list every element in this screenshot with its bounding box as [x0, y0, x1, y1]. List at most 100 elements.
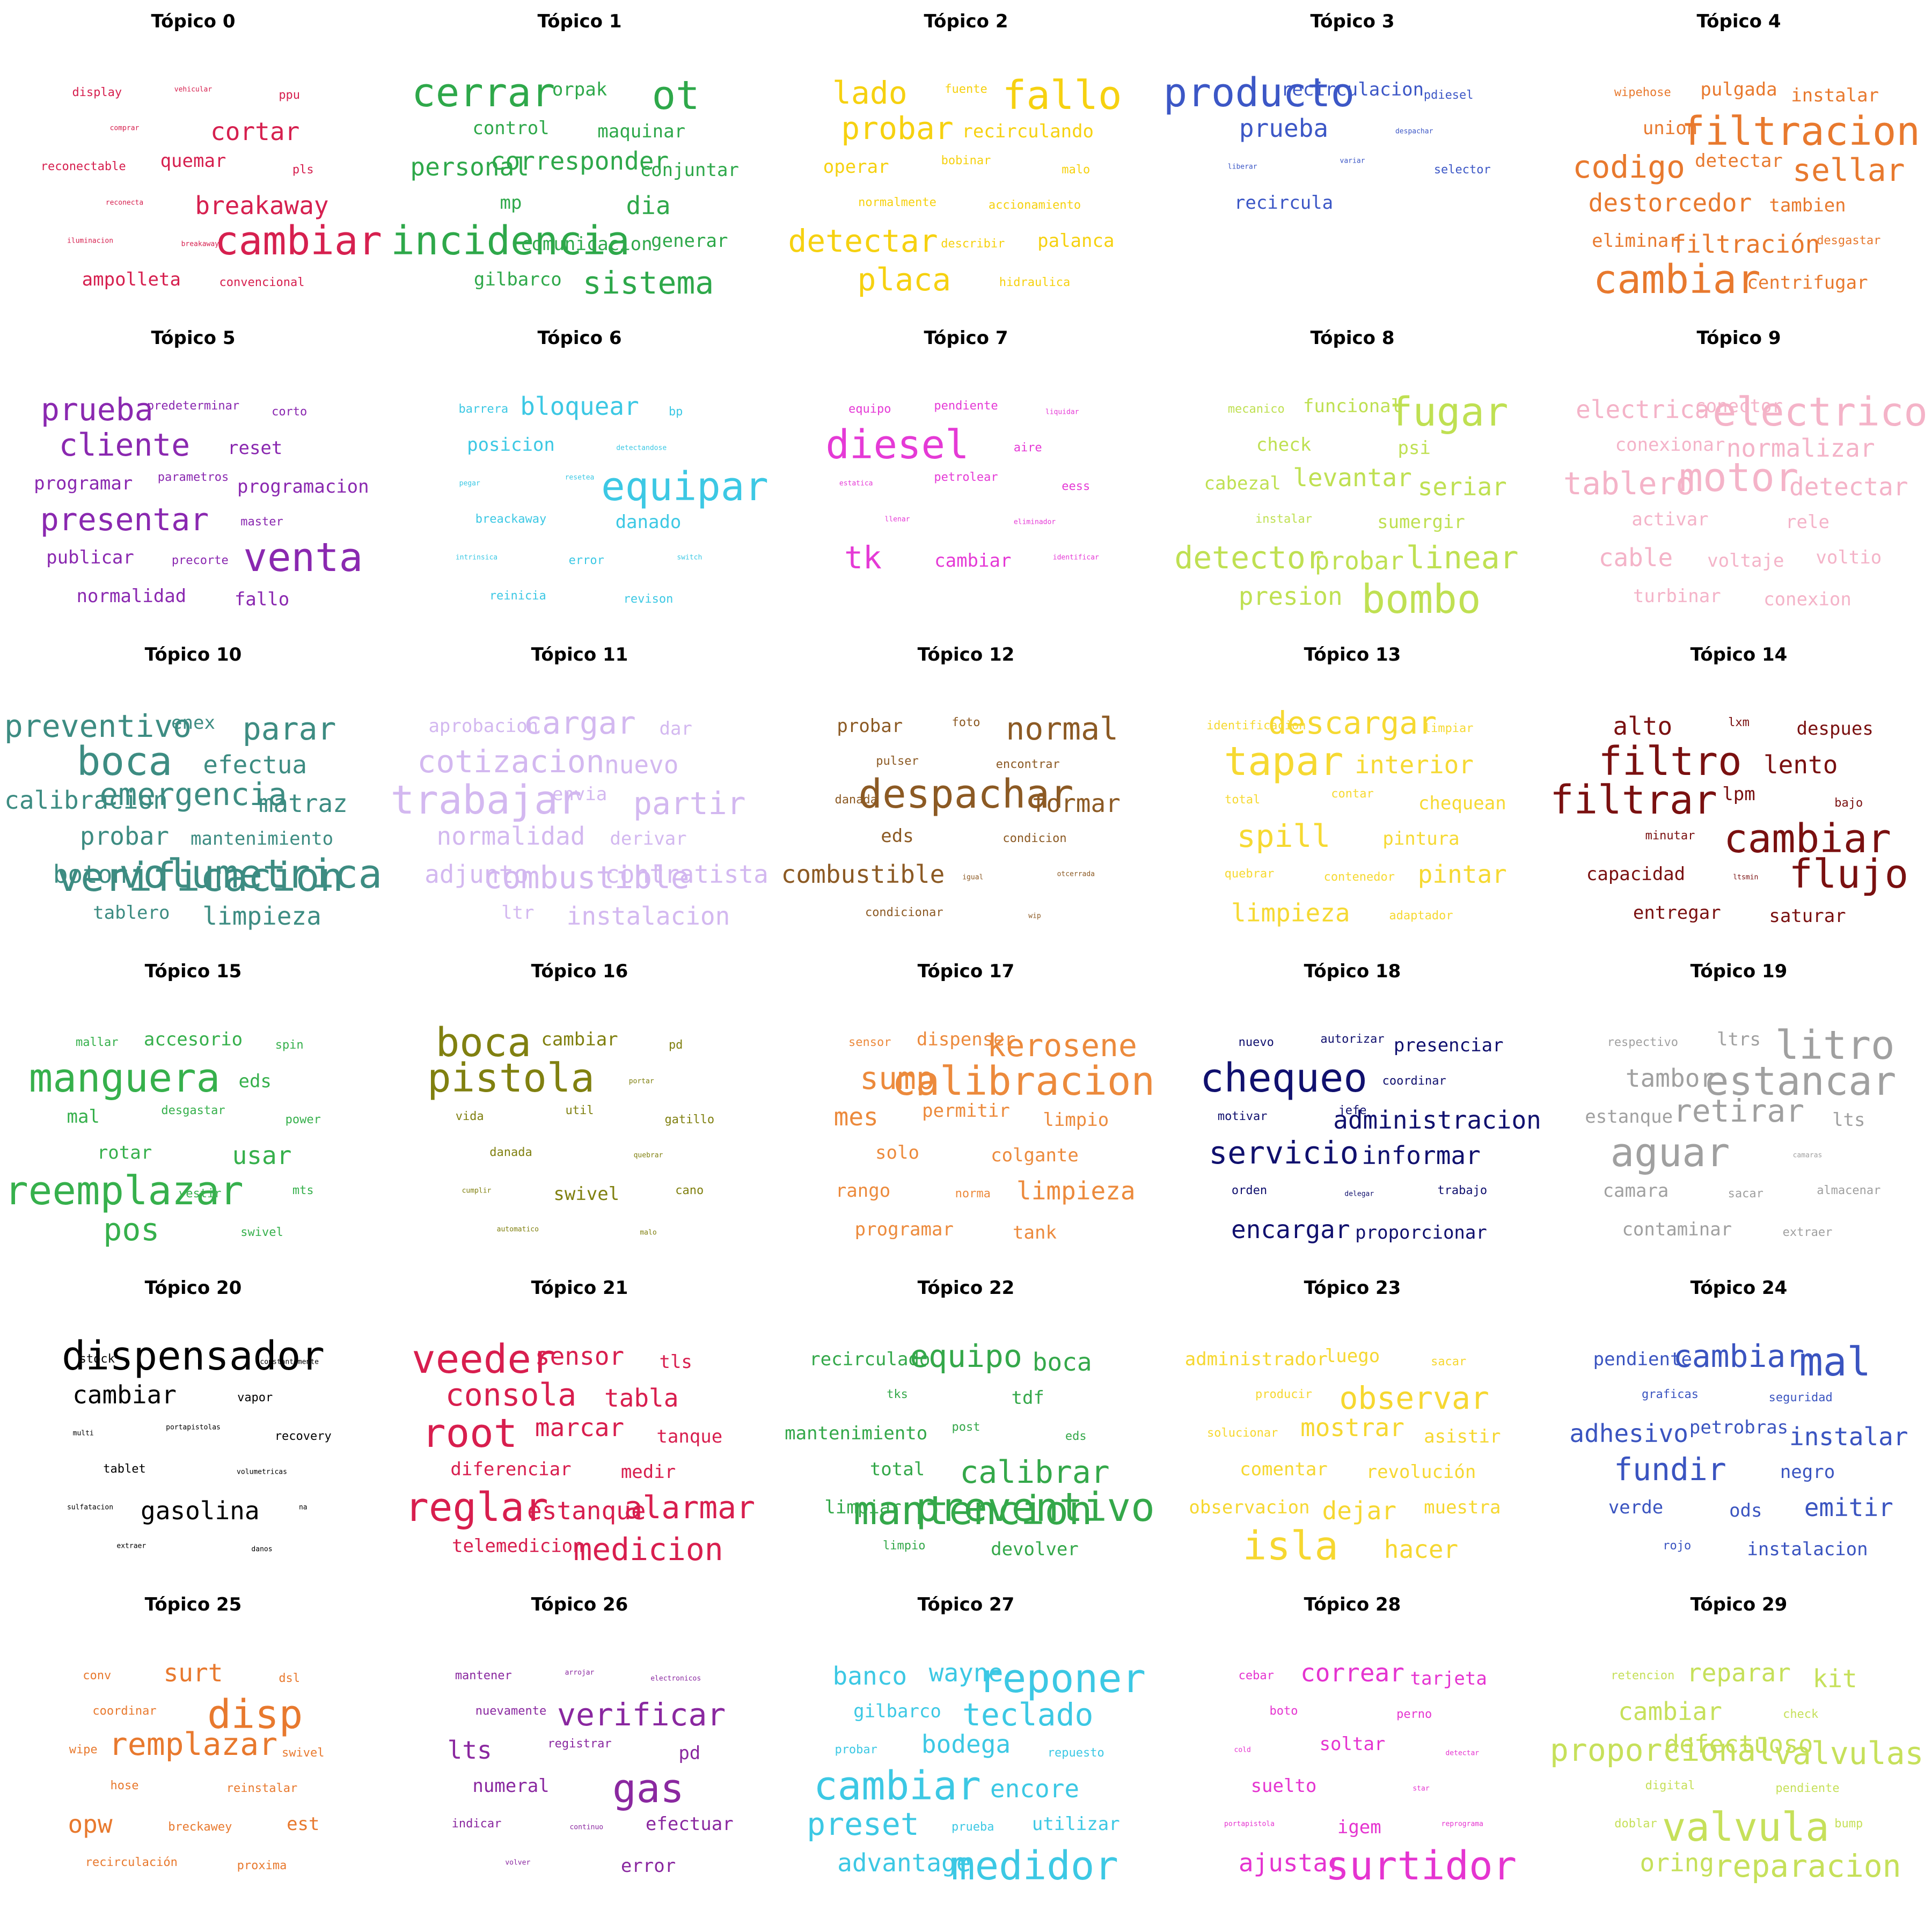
- topic-word: encontrar: [996, 757, 1060, 771]
- topic-word: limpio: [883, 1539, 926, 1553]
- topic-word: tablero: [93, 902, 170, 924]
- topic-word: seguridad: [1768, 1391, 1833, 1404]
- topic-word: almacenar: [1817, 1184, 1881, 1198]
- topic-word: desgastar: [161, 1104, 225, 1118]
- topic-word: predeterminar: [147, 399, 240, 413]
- topic-word: limpiar: [1423, 722, 1474, 736]
- topic-word: revison: [623, 592, 674, 606]
- topic-word: sumergir: [1377, 511, 1465, 533]
- topic-title: Tópico 20: [144, 1277, 242, 1299]
- topic-word: partir: [633, 785, 746, 822]
- topic-title: Tópico 11: [531, 644, 628, 665]
- topic-word: despues: [1796, 718, 1874, 740]
- topic-word: breakaway: [195, 191, 329, 221]
- topic-title: Tópico 12: [917, 644, 1015, 665]
- topic-word: tks: [887, 1388, 908, 1402]
- topic-word: selector: [1433, 163, 1491, 177]
- topic-word: liquidar: [1045, 408, 1079, 416]
- topic-word: efectuar: [645, 1813, 734, 1835]
- topic-word: precorte: [171, 553, 229, 567]
- topic-word: diferenciar: [450, 1458, 572, 1480]
- topic-title: Tópico 28: [1304, 1594, 1401, 1615]
- topic-word: funcional: [1302, 396, 1402, 418]
- topic-word: reinstalar: [226, 1782, 298, 1796]
- topic-title: Tópico 0: [151, 11, 236, 32]
- topic-word: conjuntar: [640, 159, 739, 181]
- topic-word: danado: [615, 511, 682, 533]
- topic-word: instalar: [1789, 1422, 1908, 1451]
- topic-word: normalmente: [858, 195, 936, 209]
- topic-word: servicio: [1209, 1134, 1359, 1171]
- topic-word: soltar: [1319, 1733, 1386, 1755]
- topic-word: conexion: [1763, 588, 1851, 610]
- topic-word: convencional: [219, 275, 305, 289]
- topic-word: vehicular: [174, 85, 213, 94]
- topic-word: pintar: [1417, 860, 1507, 889]
- topic-word: limpio: [1043, 1109, 1109, 1131]
- topic-word: respectivo: [1607, 1035, 1679, 1049]
- topic-word: corto: [272, 405, 308, 419]
- topic-word: cold: [1234, 1746, 1251, 1754]
- topic-word: preventivo: [916, 1484, 1155, 1531]
- topic-word: dia: [626, 191, 671, 221]
- topic-word: bloquear: [520, 392, 639, 421]
- topic-word: sacar: [1728, 1187, 1763, 1201]
- topic-word: limpiar: [824, 1497, 902, 1519]
- topic-word: reponer: [978, 1656, 1146, 1702]
- topic-panel: Tópico 10 preventivo enex parar boca efectua c…: [0, 633, 386, 950]
- topic-word: gasolina: [141, 1496, 260, 1525]
- topic-word: estatica: [839, 479, 873, 488]
- topic-word: preventivo: [4, 707, 192, 744]
- topic-word: prueba: [41, 391, 153, 428]
- topic-word: linear: [1406, 539, 1519, 576]
- topic-title: Tópico 18: [1304, 961, 1401, 982]
- topic-word: operar: [823, 156, 889, 178]
- topic-word: mts: [292, 1184, 314, 1198]
- topic-word: chequeo: [1200, 1055, 1367, 1102]
- topic-word: indicar: [451, 1817, 502, 1831]
- topic-word: tdf: [1011, 1387, 1044, 1409]
- topic-panel: Tópico 1 cerrar orpak ot control maquinar pers…: [386, 0, 773, 317]
- topic-word: repuesto: [1047, 1746, 1104, 1760]
- topic-word: sump: [860, 1060, 935, 1097]
- topic-word: medidor: [951, 1842, 1118, 1889]
- topic-word: adaptador: [1389, 909, 1453, 923]
- topic-word: conector: [1695, 396, 1783, 418]
- topic-title: Tópico 9: [1696, 327, 1781, 349]
- topic-word: enex: [171, 712, 215, 734]
- topic-word: mantencion: [853, 1487, 1093, 1534]
- topic-word: probar: [841, 110, 954, 147]
- topic-word: bobinar: [941, 154, 991, 168]
- topic-title: Tópico 26: [531, 1594, 628, 1615]
- topic-title: Tópico 7: [924, 327, 1008, 349]
- topic-word: electrica: [1576, 394, 1710, 424]
- topic-word: cargar: [523, 705, 636, 742]
- topic-word: administracion: [1333, 1105, 1541, 1135]
- topic-word: combustible: [781, 860, 945, 889]
- topic-word: electronicos: [650, 1674, 701, 1683]
- topic-word: gas: [612, 1766, 684, 1812]
- topic-word: wayne: [928, 1658, 1004, 1688]
- topic-word: automatico: [496, 1225, 539, 1234]
- topic-word: post: [952, 1421, 980, 1435]
- topic-panel: Tópico 26 mantener arrojar electronicos nuev…: [386, 1583, 773, 1900]
- topic-word: revolución: [1366, 1461, 1476, 1483]
- topic-title: Tópico 13: [1304, 644, 1401, 665]
- topic-word: manguera: [28, 1055, 221, 1102]
- topic-word: colgante: [991, 1145, 1079, 1167]
- topic-word: camaras: [1792, 1151, 1823, 1160]
- topic-word: breackaway: [475, 512, 547, 526]
- topic-word: fuente: [945, 83, 987, 97]
- topic-word: programar: [34, 473, 133, 495]
- topic-word: na: [298, 1503, 308, 1512]
- topic-word: bump: [1834, 1817, 1863, 1831]
- topic-title: Tópico 23: [1304, 1277, 1401, 1299]
- topic-word: camara: [1602, 1180, 1669, 1202]
- topic-word: nuevo: [1238, 1035, 1274, 1049]
- topic-word: eess: [1062, 479, 1091, 493]
- topic-word: numeral: [472, 1775, 550, 1797]
- topic-word: cotizacion: [417, 743, 605, 780]
- topic-word: tls: [659, 1351, 692, 1373]
- topic-word: volver: [505, 1858, 531, 1867]
- topic-word: conexionar: [1615, 434, 1725, 456]
